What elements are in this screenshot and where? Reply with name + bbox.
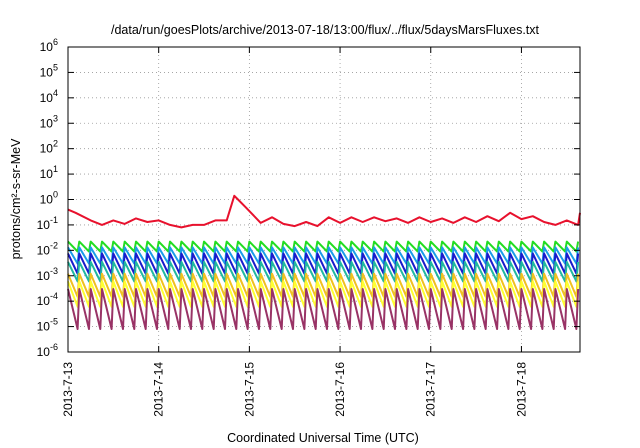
x-tick-label: 2013-7-16: [333, 362, 347, 417]
y-tick-label: 10-4: [37, 291, 58, 308]
y-tick-label: 104: [40, 88, 58, 105]
x-tick-label: 2013-7-17: [424, 362, 438, 417]
x-tick-label: 2013-7-15: [242, 362, 256, 417]
y-axis-label: protons/cm²-s-sr-MeV: [9, 138, 23, 260]
series-line-1: [67, 194, 581, 229]
y-tick-label: 101: [40, 164, 58, 181]
series-line-8: [67, 288, 580, 330]
x-tick-label: 2013-7-14: [152, 362, 166, 417]
y-tick-label: 103: [40, 113, 58, 130]
y-tick-label: 10-2: [37, 240, 58, 257]
y-tick-label: 10-5: [37, 317, 58, 334]
y-tick-label: 100: [40, 190, 58, 207]
chart-title: /data/run/goesPlots/archive/2013-07-18/1…: [111, 23, 540, 37]
series-group: [67, 194, 581, 330]
y-tick-label: 106: [40, 37, 58, 54]
y-tick-label: 10-1: [37, 215, 58, 232]
y-tick-label: 10-6: [37, 342, 58, 359]
y-tick-label: 102: [40, 139, 58, 156]
x-tick-label: 2013-7-18: [514, 362, 528, 417]
y-axis: 10-6 10-5 10-4 10-3 10-2 10-1 100 101 102 103 104 1…: [37, 37, 580, 359]
x-axis-label: Coordinated Universal Time (UTC): [227, 431, 419, 445]
x-axis: 2013-7-13 2013-7-14 2013-7-15 2013-7-16 2013…: [61, 47, 528, 417]
x-tick-label: 2013-7-13: [61, 362, 75, 417]
y-tick-label: 105: [40, 62, 58, 79]
series-line-5: [67, 260, 580, 283]
y-tick-label: 10-3: [37, 266, 58, 283]
series-line-2: [67, 240, 580, 253]
